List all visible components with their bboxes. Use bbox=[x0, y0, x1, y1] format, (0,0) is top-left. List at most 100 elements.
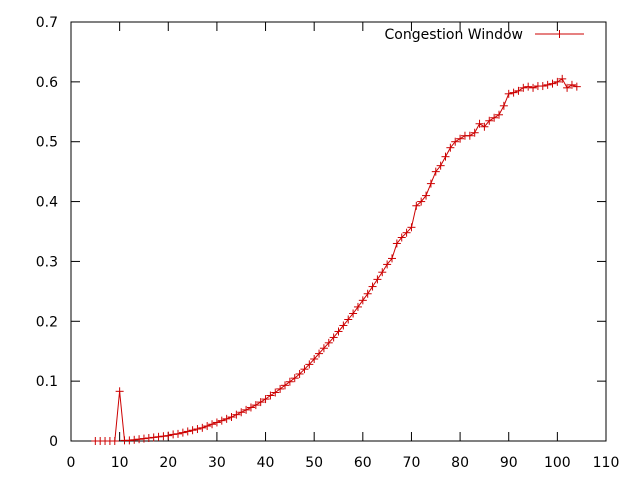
data-point-marker bbox=[110, 437, 119, 445]
data-point-marker bbox=[246, 403, 255, 412]
data-point-marker bbox=[470, 128, 479, 137]
data-point-marker bbox=[436, 161, 445, 170]
data-point-marker bbox=[383, 260, 392, 269]
data-point-marker bbox=[431, 167, 440, 176]
data-point-marker bbox=[285, 377, 294, 386]
data-point-marker bbox=[407, 223, 416, 232]
data-point-marker bbox=[193, 425, 202, 434]
data-point-marker bbox=[222, 414, 231, 423]
data-point-marker bbox=[553, 77, 562, 86]
axis-ticks bbox=[70, 21, 607, 442]
data-point-marker bbox=[529, 83, 538, 92]
data-point-marker bbox=[169, 430, 178, 439]
axis-tick-labels: 0 10 20 30 40 50 60 70 80 90 100 110 0 0.1 0.2 0.3 0.4 0.… bbox=[36, 15, 620, 471]
x-tick-label: 0 bbox=[67, 455, 76, 471]
x-tick-label: 50 bbox=[305, 455, 323, 471]
data-point-marker bbox=[402, 228, 411, 237]
data-point-marker bbox=[324, 338, 333, 347]
data-point-marker bbox=[543, 80, 552, 89]
data-point-marker bbox=[412, 201, 421, 210]
y-tick-label: 0.1 bbox=[36, 374, 58, 390]
data-point-marker bbox=[251, 401, 260, 410]
data-point-marker bbox=[212, 418, 221, 427]
data-point-marker bbox=[266, 391, 275, 400]
data-point-marker bbox=[519, 83, 528, 92]
data-point-marker bbox=[524, 82, 533, 91]
legend-label: Congestion Window bbox=[385, 27, 523, 43]
data-point-marker bbox=[329, 333, 338, 342]
data-point-marker bbox=[300, 365, 309, 374]
data-point-marker bbox=[125, 436, 134, 445]
data-point-marker bbox=[349, 309, 358, 318]
data-point-marker bbox=[159, 432, 168, 441]
data-point-marker bbox=[135, 435, 144, 444]
data-point-marker bbox=[495, 110, 503, 119]
legend: Congestion Window bbox=[385, 27, 584, 43]
data-point-marker bbox=[558, 74, 567, 83]
plot-frame bbox=[70, 21, 607, 442]
data-point-marker bbox=[451, 137, 460, 146]
data-point-marker bbox=[555, 30, 564, 38]
x-tick-label: 60 bbox=[354, 455, 372, 471]
data-point-marker bbox=[392, 239, 401, 248]
data-point-marker bbox=[504, 89, 513, 98]
data-point-marker bbox=[417, 197, 426, 206]
data-point-marker bbox=[426, 179, 435, 188]
data-point-marker bbox=[446, 143, 455, 152]
data-point-marker bbox=[373, 275, 382, 284]
data-point-marker bbox=[456, 134, 465, 143]
data-point-marker bbox=[319, 344, 328, 353]
data-point-marker bbox=[183, 427, 192, 436]
data-point-marker bbox=[217, 416, 226, 425]
data-point-marker bbox=[485, 116, 494, 125]
data-point-marker bbox=[174, 429, 182, 438]
x-tick-label: 110 bbox=[593, 455, 620, 471]
x-tick-label: 100 bbox=[544, 455, 571, 471]
x-tick-label: 20 bbox=[159, 455, 177, 471]
data-point-marker bbox=[353, 302, 362, 311]
data-point-marker bbox=[315, 349, 324, 358]
data-point-marker bbox=[378, 268, 387, 277]
y-tick-label: 0.3 bbox=[36, 254, 58, 270]
data-point-marker bbox=[422, 191, 431, 200]
data-point-marker bbox=[208, 420, 217, 429]
x-tick-label: 90 bbox=[500, 455, 518, 471]
data-point-marker bbox=[164, 431, 173, 440]
data-point-marker bbox=[363, 289, 372, 298]
data-point-marker bbox=[290, 374, 299, 383]
data-point-marker bbox=[334, 327, 343, 336]
data-point-marker bbox=[139, 434, 148, 443]
data-point-marker bbox=[188, 426, 197, 435]
data-point-marker bbox=[310, 354, 319, 363]
data-point-marker bbox=[232, 410, 241, 419]
data-point-marker bbox=[514, 86, 523, 95]
series-layer bbox=[91, 74, 581, 445]
data-point-marker bbox=[441, 152, 450, 161]
legend-marker-sample bbox=[555, 30, 564, 38]
data-point-marker bbox=[563, 83, 572, 92]
data-point-marker bbox=[271, 388, 280, 397]
data-point-marker bbox=[305, 360, 314, 369]
data-point-marker bbox=[256, 398, 265, 407]
data-point-marker bbox=[115, 387, 124, 396]
data-point-marker bbox=[509, 88, 518, 97]
x-tick-label: 10 bbox=[111, 455, 129, 471]
x-tick-label: 30 bbox=[208, 455, 226, 471]
data-point-marker bbox=[178, 428, 187, 437]
data-point-marker bbox=[480, 122, 489, 131]
y-tick-label: 0.5 bbox=[36, 135, 58, 151]
y-tick-label: 0.7 bbox=[36, 15, 58, 31]
data-point-marker bbox=[572, 82, 581, 91]
data-point-marker bbox=[388, 254, 396, 263]
data-point-marker bbox=[227, 413, 236, 422]
data-point-marker bbox=[198, 423, 207, 432]
data-point-marker bbox=[242, 405, 251, 414]
y-tick-label: 0.6 bbox=[36, 75, 58, 91]
data-point-marker bbox=[567, 80, 576, 89]
data-point-marker bbox=[276, 384, 285, 393]
data-point-marker bbox=[397, 233, 406, 242]
data-point-marker bbox=[368, 282, 377, 291]
x-tick-label: 80 bbox=[451, 455, 469, 471]
y-tick-label: 0.4 bbox=[36, 195, 58, 211]
